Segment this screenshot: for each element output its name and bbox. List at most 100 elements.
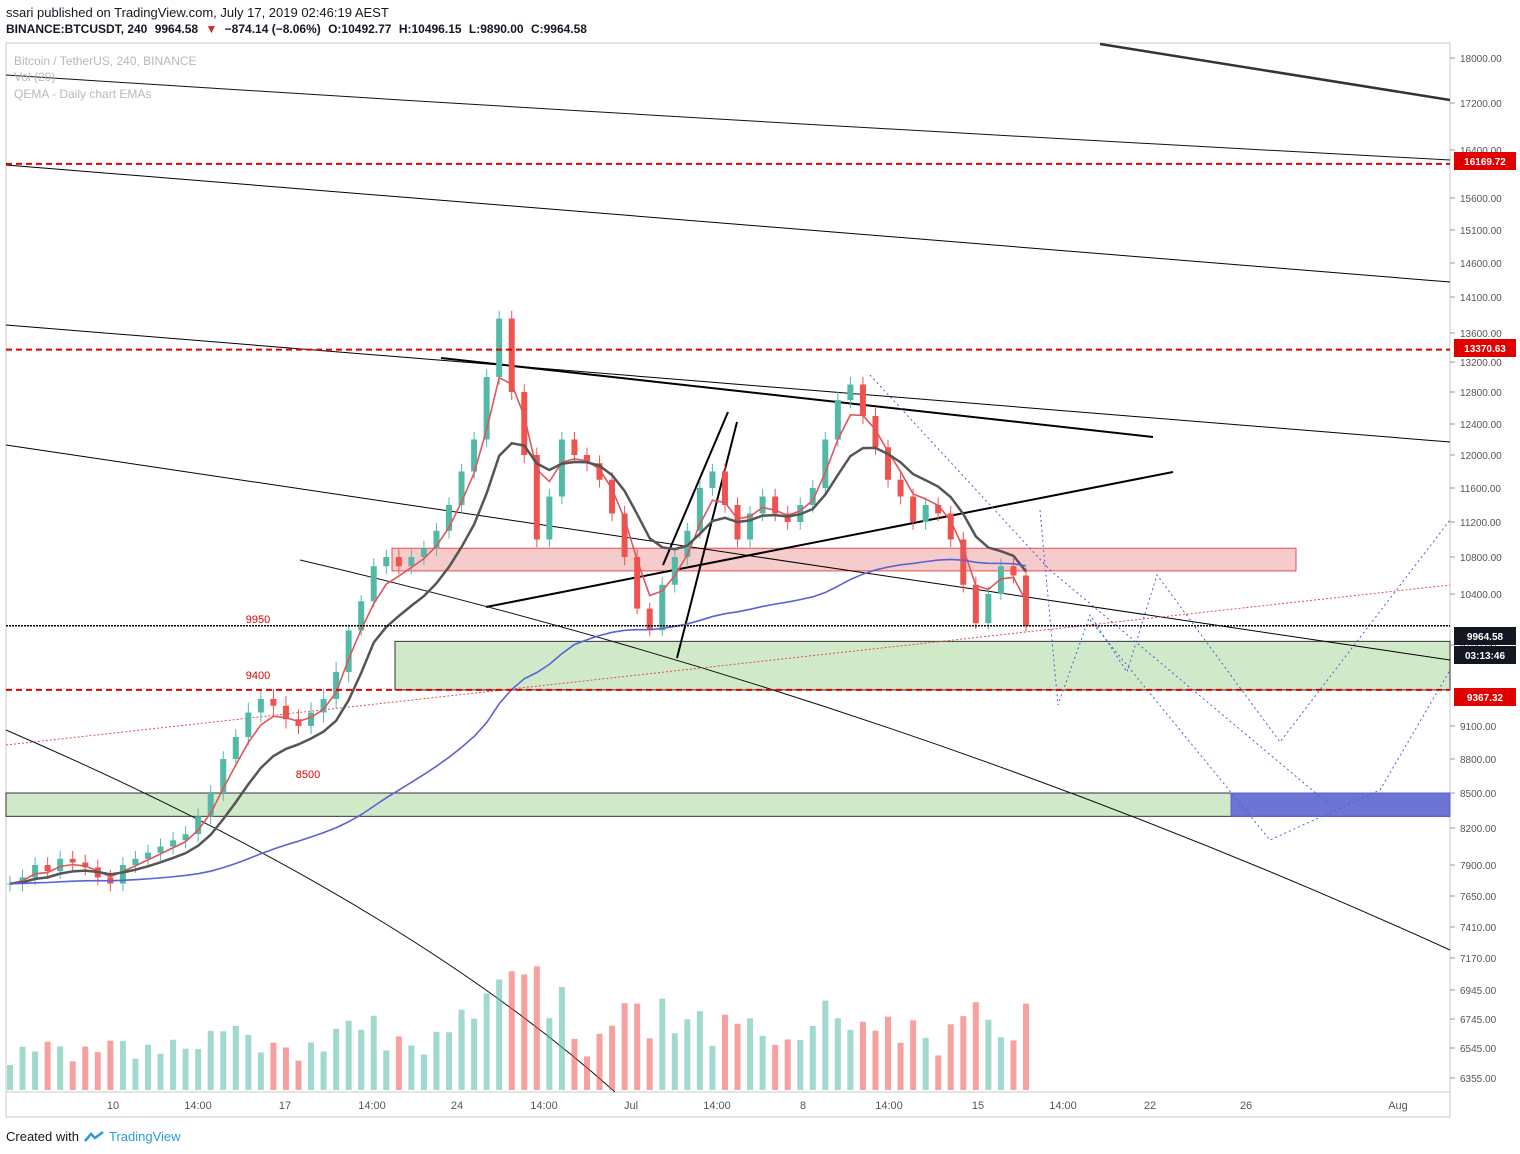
volume-bar — [207, 1030, 214, 1090]
volume-bar — [1023, 1003, 1029, 1090]
level-label: 9400 — [246, 670, 270, 682]
candle-body — [345, 630, 352, 672]
candle-body — [834, 400, 841, 440]
candle-body — [383, 557, 390, 567]
price-badge-label: 03:13:46 — [1465, 651, 1505, 662]
footer-brand[interactable]: TradingView — [108, 1129, 181, 1144]
y-tick-label: 18000.00 — [1460, 54, 1502, 65]
trend-line — [5, 164, 1451, 283]
candle-body — [182, 834, 189, 841]
volume-bar — [408, 1045, 415, 1090]
volume-bar — [257, 1052, 264, 1090]
x-tick-label: Aug — [1388, 1100, 1408, 1112]
volume-bar — [571, 1038, 578, 1090]
candle-body — [960, 539, 967, 585]
volume-bar — [985, 1019, 992, 1090]
y-tick-label: 10800.00 — [1460, 553, 1502, 564]
volume-bar — [333, 1028, 340, 1090]
volume-bar — [107, 1040, 114, 1090]
volume-bar — [734, 1023, 741, 1090]
candle-body — [496, 318, 503, 377]
volume-bar — [822, 1000, 829, 1090]
price-badge — [1454, 627, 1516, 645]
footer: Created with TradingView — [6, 1129, 181, 1144]
volume-bar — [182, 1048, 189, 1090]
volume-bar — [533, 966, 540, 1090]
candle-body — [220, 759, 227, 793]
volume-bar — [358, 1029, 365, 1090]
volume-bar — [634, 1003, 641, 1090]
volume-bar — [646, 1038, 653, 1090]
candle-body — [408, 557, 415, 567]
candle-body — [1010, 566, 1017, 576]
candle-body — [759, 496, 766, 514]
volume-bar — [220, 1031, 227, 1090]
candle-body — [170, 840, 177, 847]
level-label: 9950 — [246, 614, 270, 626]
candle-body — [320, 699, 327, 713]
volume-bar — [609, 1025, 616, 1090]
projection-path — [869, 374, 1331, 806]
arc-curve-2 — [299, 559, 1451, 951]
zone-target — [1230, 792, 1451, 817]
volume-bar — [32, 1051, 39, 1090]
volume-bar — [521, 974, 528, 1090]
y-tick-label: 15600.00 — [1460, 194, 1502, 205]
price-badge-label: 9367.32 — [1467, 693, 1504, 704]
candle-body — [458, 471, 465, 505]
candle-body — [709, 471, 716, 488]
y-tick-label: 8200.00 — [1460, 824, 1497, 835]
candle-body — [295, 719, 302, 726]
candle-body — [571, 439, 578, 455]
projection-path-2 — [1039, 509, 1451, 743]
y-tick-label: 14100.00 — [1460, 293, 1502, 304]
volume-bar — [859, 1021, 866, 1090]
volume-bar — [94, 1052, 101, 1090]
volume-bar — [282, 1047, 289, 1090]
volume-bar — [621, 1003, 628, 1090]
volume-bar — [558, 987, 565, 1090]
volume-bar — [483, 993, 490, 1090]
x-tick-label: 14:00 — [703, 1100, 731, 1112]
y-tick-label: 6355.00 — [1460, 1074, 1497, 1085]
volume-bar — [132, 1058, 139, 1090]
volume-bar — [809, 1025, 816, 1090]
candle-body — [257, 699, 264, 713]
candle-body — [922, 505, 929, 522]
price-badge-label: 13370.63 — [1464, 344, 1506, 355]
volume-bar — [747, 1018, 754, 1090]
volume-bar — [245, 1034, 252, 1090]
y-tick-label: 9100.00 — [1460, 722, 1497, 733]
candle-body — [935, 505, 942, 514]
volume-bar — [157, 1053, 164, 1090]
ema-long — [9, 558, 1027, 885]
candle-body — [897, 479, 904, 497]
volume-bar — [308, 1042, 315, 1090]
candle-body — [972, 584, 979, 624]
candle-body — [809, 488, 816, 505]
volume-bar — [847, 1029, 854, 1090]
volume-bar — [395, 1036, 402, 1090]
price-badge — [1454, 339, 1516, 357]
x-tick-label: Jul — [624, 1100, 638, 1112]
price-badge-label: 9964.58 — [1467, 632, 1504, 643]
volume-bar — [897, 1042, 904, 1090]
x-tick-label: 14:00 — [1049, 1100, 1077, 1112]
y-tick-label: 7900.00 — [1460, 861, 1497, 872]
volume-bar — [320, 1051, 327, 1090]
ohlc-open: O:10492.77 — [328, 22, 392, 36]
candle-body — [333, 672, 340, 699]
volume-bar — [433, 1031, 440, 1090]
volume-bar — [19, 1046, 26, 1090]
candle-body — [621, 513, 628, 557]
volume-bar — [7, 1065, 13, 1090]
x-tick-label: 10 — [107, 1100, 119, 1112]
x-tick-label: 17 — [279, 1100, 291, 1112]
volume-bar — [935, 1055, 942, 1090]
candle-body — [119, 865, 126, 884]
volume-bar — [709, 1045, 716, 1090]
y-tick-label: 6945.00 — [1460, 986, 1497, 997]
candle-body — [521, 392, 528, 455]
legend-qema: QEMA - Daily chart EMAs — [14, 87, 151, 101]
